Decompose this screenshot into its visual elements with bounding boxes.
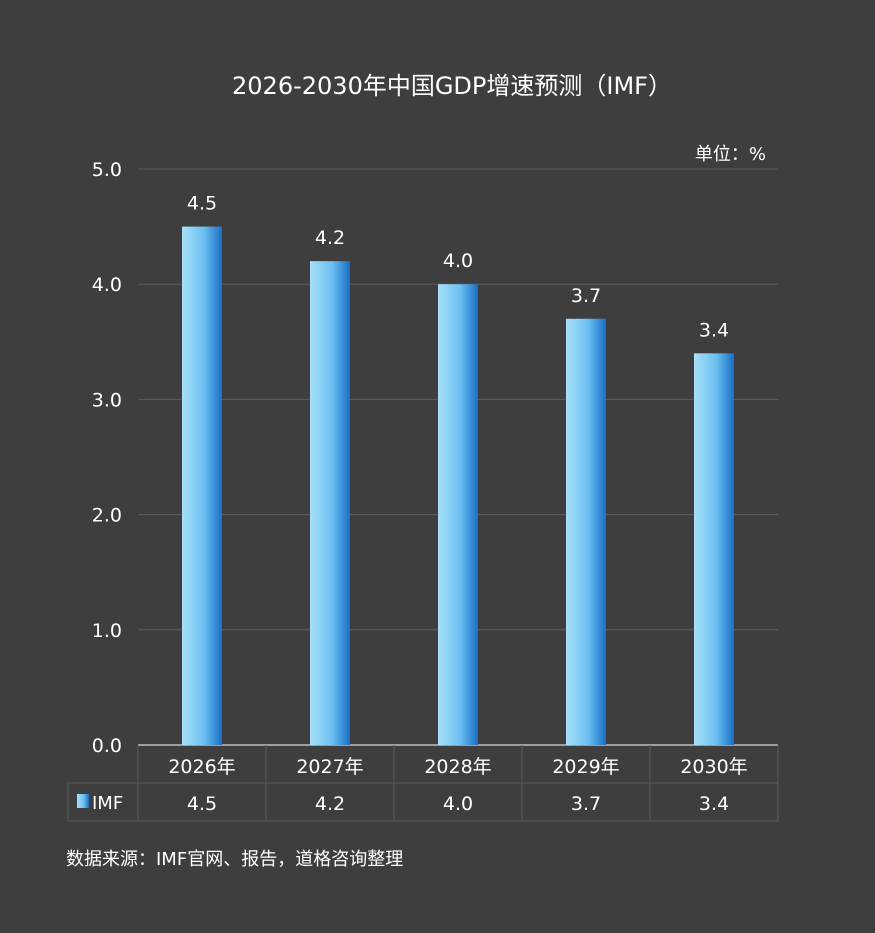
bar xyxy=(566,318,606,745)
table-value-cell: 4.0 xyxy=(443,793,473,815)
bar xyxy=(438,284,478,745)
y-tick-label: 3.0 xyxy=(92,389,122,411)
y-tick-label: 1.0 xyxy=(92,620,122,642)
unit-label: 单位：% xyxy=(695,144,766,165)
data-label: 3.4 xyxy=(699,319,729,341)
y-tick-label: 2.0 xyxy=(92,505,122,527)
legend-swatch xyxy=(77,794,89,808)
data-label: 3.7 xyxy=(571,285,601,307)
x-category-label: 2027年 xyxy=(296,756,363,778)
table-value-cell: 3.4 xyxy=(699,793,729,815)
chart-title: 2026-2030年中国GDP增速预测（IMF） xyxy=(232,72,672,100)
y-tick-label: 4.0 xyxy=(92,274,122,296)
x-category-label: 2030年 xyxy=(680,756,747,778)
table-value-cell: 3.7 xyxy=(571,793,601,815)
x-category-label: 2028年 xyxy=(424,756,491,778)
bar xyxy=(310,261,350,745)
x-category-label: 2026年 xyxy=(168,756,235,778)
legend-label: IMF xyxy=(92,793,123,814)
data-label: 4.5 xyxy=(187,193,217,215)
x-category-label: 2029年 xyxy=(552,756,619,778)
source-note: 数据来源：IMF官网、报告，道格咨询整理 xyxy=(66,849,404,870)
bar xyxy=(694,353,734,745)
bar xyxy=(182,226,222,746)
table-value-cell: 4.2 xyxy=(315,793,345,815)
table-value-cell: 4.5 xyxy=(187,793,217,815)
data-label: 4.0 xyxy=(443,250,473,272)
y-tick-label: 0.0 xyxy=(92,735,122,757)
data-label: 4.2 xyxy=(315,227,345,249)
y-tick-label: 5.0 xyxy=(92,159,122,181)
